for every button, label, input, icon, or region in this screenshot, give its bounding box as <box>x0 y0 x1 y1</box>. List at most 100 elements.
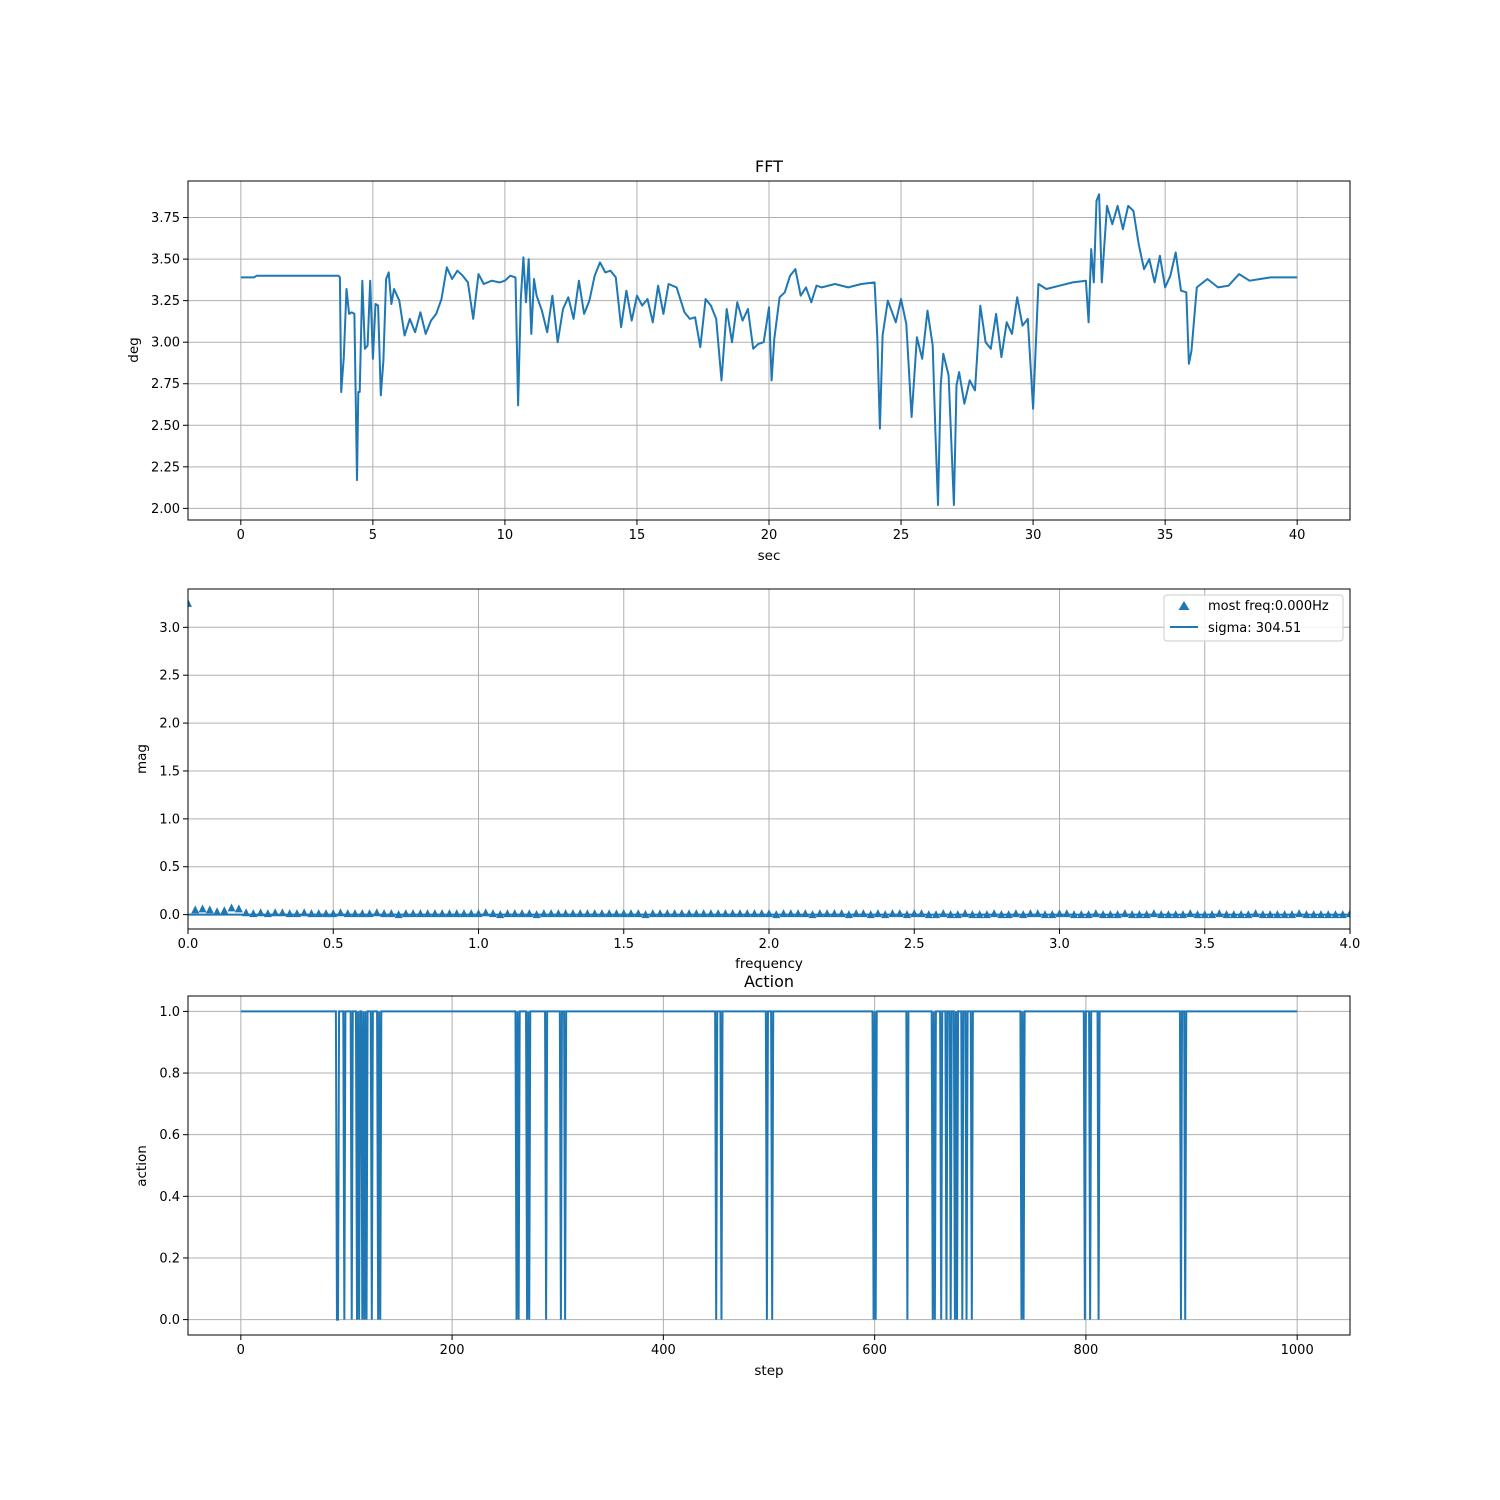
spectrum-triangle-point <box>1316 910 1325 919</box>
spectrum-triangle-point <box>191 905 200 914</box>
spectrum-triangle-point <box>779 909 788 918</box>
fft-xtick-label: 30 <box>1025 528 1042 543</box>
spectrum-triangle-point <box>663 909 672 918</box>
spectrum-triangle-point <box>830 909 839 918</box>
spectrum-triangle-point <box>641 910 650 919</box>
spectrum-triangle-point <box>656 909 665 918</box>
action-xtick-label: 0 <box>237 1343 245 1358</box>
spectrum-triangle-point <box>205 905 214 914</box>
spectrum-triangle-point <box>1324 910 1333 919</box>
spectrum-ytick-label: 0.5 <box>159 860 180 875</box>
spectrum-triangle-point <box>1149 909 1158 918</box>
spectrum-triangle-point <box>321 909 330 918</box>
spectrum-triangle-point <box>670 909 679 918</box>
action-xtick-label: 600 <box>862 1343 887 1358</box>
spectrum-plot <box>188 598 1350 919</box>
action-ytick-label: 0.0 <box>159 1313 180 1328</box>
spectrum-triangle-point <box>1338 910 1347 919</box>
spectrum-ytick-label: 3.0 <box>159 621 180 636</box>
spectrum-triangle-point <box>489 909 498 918</box>
spectrum-triangle-point <box>895 909 904 918</box>
spectrum-triangle-point <box>568 909 577 918</box>
spectrum-triangle-point <box>394 910 403 919</box>
spectrum-triangle-point <box>256 908 265 917</box>
spectrum-triangle-point <box>1200 910 1209 919</box>
spectrum-triangle-point <box>997 910 1006 919</box>
spectrum-triangle-point <box>1295 909 1304 918</box>
spectrum-triangle-point <box>430 909 439 918</box>
spectrum-triangle-point <box>249 909 258 918</box>
fft-ytick-label: 3.50 <box>151 253 180 268</box>
spectrum-ylabel: mag <box>134 744 150 774</box>
fft-ticks: 0 5 10 15 20 25 30 35 40 2.00 2.25 2.50 2.75 3.00 3.25… <box>151 211 1305 543</box>
action-xtick-label: 800 <box>1073 1343 1098 1358</box>
spectrum-triangle-point <box>982 910 991 919</box>
fft-ytick-label: 3.75 <box>151 211 180 226</box>
action-ytick-label: 0.4 <box>159 1190 180 1205</box>
spectrum-triangle-point <box>844 910 853 919</box>
spectrum-triangle-point <box>1222 910 1231 919</box>
spectrum-triangle-point <box>452 909 461 918</box>
spectrum-triangle-point <box>612 909 621 918</box>
fft-time-panel: FFT 0 5 10 15 20 25 30 35 40 2.00 2.25 2.50 2.75 3.00… <box>126 157 1351 564</box>
spectrum-triangle-point <box>1193 910 1202 919</box>
fft-ytick-label: 2.75 <box>151 377 180 392</box>
spectrum-triangle-point <box>1113 910 1122 919</box>
fft-title: FFT <box>755 157 783 176</box>
spectrum-triangle-point <box>380 909 389 918</box>
spectrum-triangle-point <box>510 909 519 918</box>
spectrum-triangle-point <box>336 908 345 917</box>
spectrum-xtick-label: 1.5 <box>613 937 634 952</box>
spectrum-triangle-point <box>946 910 955 919</box>
spectrum-triangle-point <box>1302 910 1311 919</box>
spectrum-triangle-point <box>343 909 352 918</box>
spectrum-triangle-point <box>561 909 570 918</box>
spectrum-triangle-point <box>786 909 795 918</box>
spectrum-triangle-point <box>815 909 824 918</box>
spectrum-triangle-point <box>198 904 207 913</box>
spectrum-triangle-point <box>619 909 628 918</box>
action-title: Action <box>744 972 794 991</box>
spectrum-xlabel: frequency <box>735 956 803 972</box>
spectrum-triangle-point <box>1011 909 1020 918</box>
spectrum-triangle-point <box>750 909 759 918</box>
spectrum-triangle-point <box>539 909 548 918</box>
spectrum-triangle-point <box>459 909 468 918</box>
spectrum-triangle-point <box>917 909 926 918</box>
spectrum-triangle-point <box>873 909 882 918</box>
spectrum-triangle-point <box>597 909 606 918</box>
spectrum-triangle-point <box>474 909 483 918</box>
spectrum-triangle-point <box>735 909 744 918</box>
spectrum-triangle-point <box>852 909 861 918</box>
spectrum-triangle-point <box>532 910 541 919</box>
action-panel: Action 0 200 400 600 800 1000 0.0 0.2 0.4 0.6 0.8 1… <box>134 972 1351 1379</box>
spectrum-triangle-point <box>590 909 599 918</box>
spectrum-triangle-point <box>329 909 338 918</box>
fft-ytick-label: 2.25 <box>151 460 180 475</box>
spectrum-triangle-point <box>1128 910 1137 919</box>
action-ylabel: action <box>134 1145 150 1187</box>
spectrum-triangle-point <box>1077 910 1086 919</box>
spectrum-triangle-point <box>416 909 425 918</box>
spectrum-triangle-point <box>220 906 229 915</box>
spectrum-triangle-point <box>1099 910 1108 919</box>
spectrum-triangle-point <box>1229 910 1238 919</box>
spectrum-triangle-point <box>721 909 730 918</box>
spectrum-triangle-point <box>888 909 897 918</box>
spectrum-panel: 0.0 0.5 1.0 1.5 2.0 2.5 3.0 3.5 4.0 0.0 0.5 1.0 1.5 2… <box>134 588 1360 972</box>
spectrum-triangle-point <box>634 909 643 918</box>
spectrum-ytick-label: 1.5 <box>159 764 180 779</box>
spectrum-triangle-point <box>285 909 294 918</box>
spectrum-triangle-point <box>1120 909 1129 918</box>
spectrum-triangle-point <box>300 908 309 917</box>
spectrum-ticks: 0.0 0.5 1.0 1.5 2.0 2.5 3.0 3.5 4.0 0.0 0.5 1.0 1.5 2… <box>159 621 1360 952</box>
spectrum-triangle-point <box>932 910 941 919</box>
spectrum-triangle-point <box>387 909 396 918</box>
spectrum-triangle-point <box>765 909 773 918</box>
spectrum-triangle-point <box>859 909 868 918</box>
spectrum-triangle-point <box>757 909 766 918</box>
spectrum-triangle-point <box>547 909 556 918</box>
spectrum-triangle-point <box>1280 910 1289 919</box>
spectrum-triangle-point <box>1178 910 1187 919</box>
fft-ytick-label: 2.50 <box>151 419 180 434</box>
